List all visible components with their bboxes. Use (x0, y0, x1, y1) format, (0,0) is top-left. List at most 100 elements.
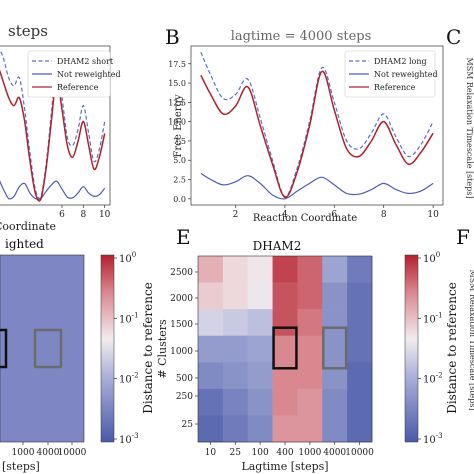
x-tick-label: 2 (233, 210, 239, 220)
right-fragment-ylabel-top: MSM Relaxation Timescale [steps] (465, 58, 474, 199)
heatmap-cell (222, 415, 249, 443)
y-tick-label: 250 (176, 392, 193, 402)
heatmap-cell (347, 415, 373, 443)
panel-e-xlabel: Lagtime [steps] (241, 460, 328, 473)
x-tick-label: 4000 (37, 448, 60, 458)
heatmap-cell (272, 415, 298, 443)
panel-A-fragment-frame (0, 45, 111, 206)
panel-e-ylabel: # Clusters (156, 319, 169, 379)
heatmap-cell (297, 362, 323, 390)
x-tick-label: 10 (99, 210, 111, 220)
series-line-dham2-long (200, 51, 434, 198)
y-tick-label: 15.0 (168, 79, 186, 88)
legend-label: DHAM2 long (374, 57, 427, 66)
y-tick-label: 0.0 (173, 195, 186, 204)
x-tick-label: 4000 (323, 448, 346, 458)
heatmap-cell (347, 388, 373, 416)
panel-d-colorbar-ticks: 100 10-1 10-2 10-3 (114, 251, 139, 446)
colorbar-tick-label: 10-1 (119, 311, 139, 325)
colorbar-tick-label: 10-2 (423, 372, 443, 386)
x-tick-label: 10000 (58, 448, 87, 458)
y-tick-label: 2000 (170, 294, 193, 304)
legend-box (344, 50, 436, 98)
heatmap-cell (222, 335, 249, 363)
heatmap-cell (272, 335, 298, 363)
legend-label: DHAM2 short (57, 57, 114, 66)
heatmap-cell (198, 362, 224, 390)
x-tick-label: 8 (381, 210, 387, 220)
heatmap-cell (322, 309, 348, 337)
heatmap-cell (322, 282, 348, 310)
heatmap-cell (297, 335, 323, 363)
heatmap-cell (247, 335, 273, 363)
colorbar-tick-label: 10-3 (423, 432, 443, 446)
y-tick-label: 25 (182, 420, 194, 430)
heatmap-cell (272, 309, 298, 337)
heatmap-cell (247, 256, 273, 283)
panel-b-ylabel: Free Energy (173, 94, 184, 158)
heatmap-cell (322, 335, 348, 363)
heatmap-cell (247, 309, 273, 337)
legend-label: Not reweighted (374, 70, 438, 79)
panel-d-xlabel: [steps] (2, 460, 40, 473)
y-tick-label: 5.0 (173, 156, 186, 165)
y-tick-label: 1000 (170, 347, 193, 357)
panel-e-colorbar (404, 254, 419, 443)
heatmap-cell (198, 415, 224, 443)
panel-e-heatmap (198, 256, 373, 443)
panel-a-plot-area: 6 8 10 DHAM2 short Not reweighted Reference (0, 45, 121, 220)
panel-d-highlight-grey (33, 328, 63, 369)
panel-d-colorbar-label: Distance to reference (141, 282, 155, 414)
heatmap-cell (347, 282, 373, 310)
heatmap-cell (297, 388, 323, 416)
colorbar-tick-label: 100 (119, 251, 136, 265)
y-tick-label: 2500 (170, 268, 193, 278)
x-tick-label: 8 (80, 210, 86, 220)
panel-label-f: F (456, 225, 470, 249)
panel-b-plot-area: 2 4 6 8 10 0.0 2.5 5.0 7.5 10.0 12.5 15.0 17.5 DHAM2 … (168, 45, 444, 220)
heatmap-cell (247, 388, 273, 416)
panel-d-title: ighted (5, 237, 44, 251)
heatmap-cell (222, 256, 249, 283)
heatmap-cell (322, 362, 348, 390)
highlight-box-black (272, 326, 298, 370)
heatmap-cell (198, 335, 224, 363)
heatmap-cell (247, 362, 273, 390)
series-line-not-reweighted (0, 180, 106, 201)
panel-e-colorbar-label: Distance to reference (445, 282, 459, 414)
panel-label-b: B (165, 25, 180, 49)
series-line-dham2-short (0, 48, 106, 200)
panel-d-colorbar (100, 254, 115, 443)
right-fragment-ylabel-bottom: MSM Relaxation Timescale [steps] (468, 270, 474, 411)
panel-e-xticks: 10 25 100 400 1000 4000 10000 (205, 442, 374, 458)
panel-B-legend: DHAM2 long Not reweighted Reference (344, 50, 438, 98)
heatmap-cell (322, 388, 348, 416)
colorbar-tick-label: 100 (423, 251, 440, 265)
panel-e-title: DHAM2 (253, 239, 302, 253)
colorbar-tick-label: 10-1 (423, 311, 443, 325)
heatmap-cell (198, 282, 224, 310)
heatmap-cell (247, 282, 273, 310)
series-line-not-reweighted (200, 172, 434, 200)
heatmap-cell (347, 256, 373, 283)
x-tick-label: 1000 (298, 448, 321, 458)
heatmap-cell (247, 415, 273, 443)
heatmap-cell (198, 309, 224, 337)
heatmap-cell (272, 282, 298, 310)
panel-b: B lagtime = 4000 steps 2 4 6 8 10 0.0 2.5 5.0 7.… (165, 25, 444, 224)
panel-e-colorbar-ticks: 100 10-1 10-2 10-3 (418, 251, 443, 446)
legend-label: Reference (57, 83, 99, 92)
heatmap-cell (198, 256, 224, 283)
x-tick-label: 6 (331, 210, 337, 220)
heatmap-cell (222, 362, 249, 390)
y-tick-label: 2.5 (173, 176, 186, 185)
panel-a-title: steps (8, 22, 48, 40)
legend-label: Reference (374, 83, 416, 92)
x-tick-label: 10 (427, 210, 439, 220)
heatmap-cell (297, 309, 323, 337)
x-tick-label: 6 (59, 210, 65, 220)
heatmap-cell (322, 415, 348, 443)
panel-e-highlights (272, 326, 348, 370)
panel-d-heatmap-fragment (0, 254, 85, 443)
